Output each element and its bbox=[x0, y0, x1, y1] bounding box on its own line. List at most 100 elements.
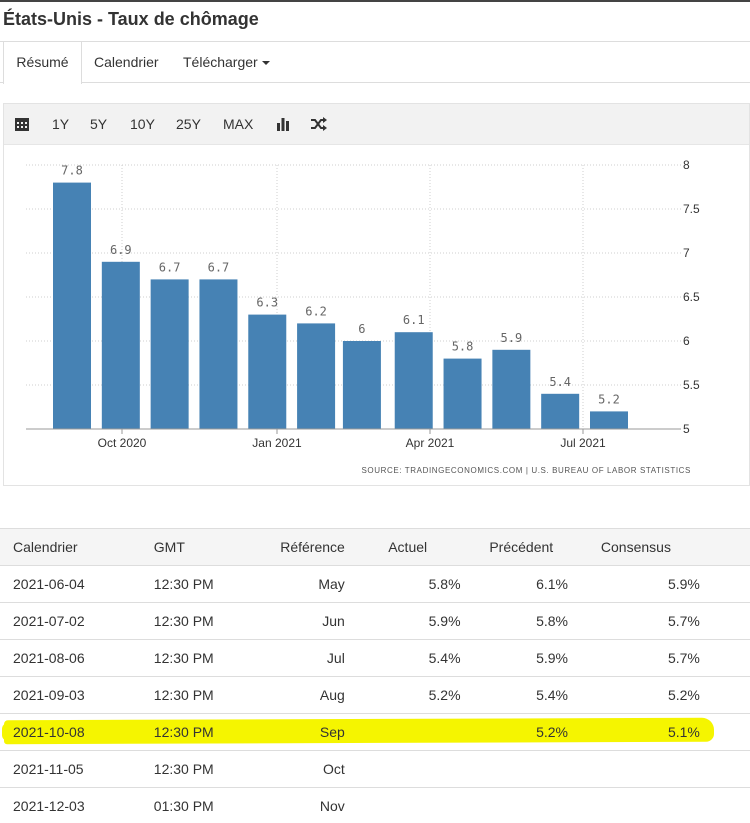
cell-previous: 5.4% bbox=[460, 676, 568, 714]
range-5y-button[interactable]: 5Y bbox=[90, 116, 108, 132]
cell-gmt: 01:30 PM bbox=[140, 787, 273, 823]
bar-value-label: 5.2 bbox=[598, 392, 620, 406]
cell-actual bbox=[344, 713, 461, 751]
table-row[interactable]: 2021-10-08 12:30 PM Sep 5.2% 5.1% bbox=[0, 713, 750, 751]
cell-date: 2021-09-03 bbox=[0, 676, 141, 714]
cell-spacer bbox=[699, 750, 750, 788]
range-max-button[interactable]: MAX bbox=[223, 116, 254, 132]
bar bbox=[590, 411, 628, 429]
cell-gmt: 12:30 PM bbox=[140, 602, 273, 640]
page-title: États-Unis - Taux de chômage bbox=[3, 9, 259, 29]
cell-reference: Oct bbox=[272, 750, 345, 788]
chart-panel: 1Y 5Y 10Y 25Y MAX 8 7.5 7 6.5 6 5.5 5 Oct 2020 J… bbox=[3, 103, 750, 486]
cell-reference: Aug bbox=[272, 676, 345, 714]
y-tick-label: 6.5 bbox=[683, 290, 700, 304]
cell-actual: 5.2% bbox=[344, 676, 461, 714]
bar bbox=[53, 182, 91, 429]
cell-previous: 5.8% bbox=[460, 602, 568, 640]
range-25y-button[interactable]: 25Y bbox=[176, 116, 201, 132]
range-10y-button[interactable]: 10Y bbox=[130, 116, 155, 132]
header-consensus: Consensus bbox=[567, 528, 700, 566]
table-header-row: Calendrier GMT Référence Actuel Précéden… bbox=[0, 528, 750, 566]
bar bbox=[394, 332, 433, 429]
tab-summary[interactable]: Résumé bbox=[3, 42, 82, 84]
table-row[interactable]: 2021-08-06 12:30 PM Jul 5.4% 5.9% 5.7% bbox=[0, 639, 750, 677]
bar bbox=[101, 261, 140, 429]
cell-spacer bbox=[699, 639, 750, 677]
table-row[interactable]: 2021-12-03 01:30 PM Nov bbox=[0, 787, 750, 823]
shuffle-icon[interactable] bbox=[311, 104, 329, 144]
bar-chart-icon[interactable] bbox=[276, 104, 292, 144]
y-tick-label: 7.5 bbox=[683, 202, 700, 216]
header-gmt: GMT bbox=[140, 528, 273, 566]
calendar-icon[interactable] bbox=[15, 104, 31, 144]
cell-consensus: 5.9% bbox=[567, 565, 700, 603]
bar-value-label: 6.9 bbox=[110, 243, 132, 257]
cell-gmt: 12:30 PM bbox=[140, 565, 273, 603]
y-tick-label: 6 bbox=[683, 334, 690, 348]
cell-actual: 5.4% bbox=[344, 639, 461, 677]
cell-spacer bbox=[699, 565, 750, 603]
header-reference: Référence bbox=[272, 528, 345, 566]
range-1y-button[interactable]: 1Y bbox=[52, 116, 70, 132]
tab-download[interactable]: Télécharger bbox=[183, 42, 270, 83]
tab-download-label: Télécharger bbox=[183, 54, 258, 70]
bar-value-label: 6.3 bbox=[256, 296, 278, 310]
tab-bar: Résumé Calendrier Télécharger bbox=[0, 41, 750, 84]
y-tick-label: 8 bbox=[683, 158, 690, 172]
top-border bbox=[0, 0, 750, 2]
calendar-table: Calendrier GMT Référence Actuel Précéden… bbox=[0, 528, 750, 823]
cell-spacer bbox=[699, 713, 750, 751]
bar-value-label: 6.7 bbox=[159, 260, 181, 274]
cell-date: 2021-11-05 bbox=[0, 750, 141, 788]
bar-value-label: 5.4 bbox=[549, 375, 571, 389]
cell-reference: Sep bbox=[272, 713, 345, 751]
cell-previous: 5.2% bbox=[460, 713, 568, 751]
header-spacer bbox=[699, 528, 750, 566]
cell-date: 2021-07-02 bbox=[0, 602, 141, 640]
table-body: 2021-06-04 12:30 PM May 5.8% 6.1% 5.9% 2021-07… bbox=[0, 565, 750, 823]
cell-date: 2021-12-03 bbox=[0, 787, 141, 823]
bar-value-label: 7.8 bbox=[61, 164, 83, 178]
cell-actual: 5.8% bbox=[344, 565, 461, 603]
cell-previous: 5.9% bbox=[460, 639, 568, 677]
bar bbox=[342, 341, 381, 429]
tab-calendar[interactable]: Calendrier bbox=[94, 54, 159, 70]
cell-reference: Jun bbox=[272, 602, 345, 640]
cell-actual bbox=[344, 750, 461, 788]
bar bbox=[248, 314, 287, 429]
caret-down-icon bbox=[261, 61, 270, 66]
bar bbox=[150, 279, 189, 429]
cell-spacer bbox=[699, 676, 750, 714]
cell-consensus: 5.1% bbox=[567, 713, 700, 751]
bar-chart: 8 7.5 7 6.5 6 5.5 5 Oct 2020 Jan 2021 Apr 2021 Jul… bbox=[26, 158, 700, 475]
calendar-table-wrap: Calendrier GMT Référence Actuel Précéden… bbox=[0, 528, 750, 823]
cell-consensus: 5.7% bbox=[567, 639, 700, 677]
cell-actual bbox=[344, 787, 461, 823]
cell-reference: Jul bbox=[272, 639, 345, 677]
cell-actual: 5.9% bbox=[344, 602, 461, 640]
bar-value-label: 5.9 bbox=[501, 331, 523, 345]
table-row[interactable]: 2021-06-04 12:30 PM May 5.8% 6.1% 5.9% bbox=[0, 565, 750, 603]
cell-date: 2021-06-04 bbox=[0, 565, 141, 603]
table-row[interactable]: 2021-07-02 12:30 PM Jun 5.9% 5.8% 5.7% bbox=[0, 602, 750, 640]
cell-date: 2021-08-06 bbox=[0, 639, 141, 677]
table-row[interactable]: 2021-11-05 12:30 PM Oct bbox=[0, 750, 750, 788]
bar bbox=[492, 349, 531, 429]
header-actual: Actuel bbox=[344, 528, 461, 566]
table-row[interactable]: 2021-09-03 12:30 PM Aug 5.2% 5.4% 5.2% bbox=[0, 676, 750, 714]
bar-value-label: 6.1 bbox=[403, 313, 425, 327]
cell-gmt: 12:30 PM bbox=[140, 639, 273, 677]
cell-previous: 6.1% bbox=[460, 565, 568, 603]
bar bbox=[297, 323, 336, 429]
header-calendar: Calendrier bbox=[0, 528, 141, 566]
bar bbox=[541, 393, 580, 429]
chart-toolbar: 1Y 5Y 10Y 25Y MAX bbox=[4, 104, 749, 145]
chart-source: SOURCE: TRADINGECONOMICS.COM | U.S. BURE… bbox=[361, 466, 691, 475]
y-tick-label: 5 bbox=[683, 422, 690, 436]
cell-gmt: 12:30 PM bbox=[140, 713, 273, 751]
x-tick-label: Jul 2021 bbox=[560, 436, 606, 450]
bar-value-label: 6 bbox=[358, 322, 365, 336]
cell-reference: May bbox=[272, 565, 345, 603]
bar bbox=[443, 358, 482, 429]
